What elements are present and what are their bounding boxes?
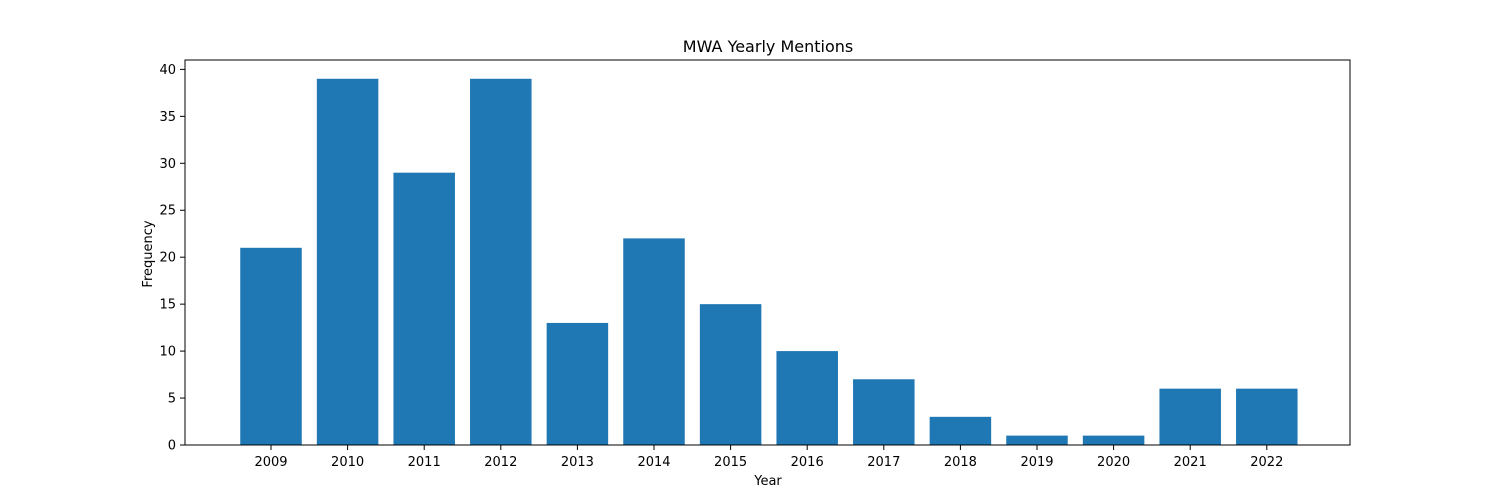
bar-2013 [546,322,609,445]
y-tick-label: 35 [159,110,176,125]
x-tick-label: 2009 [254,455,287,470]
bar-2022 [1236,388,1298,445]
x-tick-label: 2016 [791,455,824,470]
bar-2011 [393,172,455,445]
y-tick-label: 15 [159,298,176,313]
x-tick-label: 2021 [1174,455,1207,470]
x-axis-ticks: 2009 2010 2011 2012 2013 2014 2015 2016 2017 2018… [254,445,1283,470]
bar-2017 [853,379,915,445]
bar-2015 [699,304,762,445]
y-tick-label: 0 [168,439,176,454]
y-tick-label: 30 [159,157,176,172]
bar-2009 [240,247,302,445]
y-tick-label: 20 [159,251,176,266]
x-tick-label: 2010 [331,455,364,470]
bar-2012 [470,78,532,445]
chart-title: MWA Yearly Mentions [683,37,853,56]
bar-2010 [316,78,379,445]
x-tick-label: 2015 [714,455,747,470]
y-tick-label: 25 [159,204,176,219]
bar-2018 [929,416,992,445]
x-tick-label: 2019 [1020,455,1053,470]
x-tick-label: 2020 [1097,455,1130,470]
bars-group [240,78,1298,445]
y-tick-label: 10 [159,345,176,360]
x-tick-label: 2022 [1250,455,1283,470]
x-tick-label: 2011 [408,455,441,470]
bar-2021 [1159,388,1221,445]
x-axis-label: Year [753,474,782,489]
bar-2014 [623,238,685,445]
y-axis-ticks: 0 5 10 15 20 25 30 35 40 [159,63,185,454]
y-axis-label: Frequency [141,220,156,287]
plot-frame [184,59,1351,446]
x-tick-label: 2012 [484,455,517,470]
bar-2020 [1082,435,1145,445]
x-tick-label: 2017 [867,455,900,470]
x-tick-label: 2013 [561,455,594,470]
x-tick-label: 2014 [637,455,670,470]
y-tick-label: 5 [168,392,176,407]
bar-2019 [1006,435,1068,445]
bar-2016 [776,351,838,445]
x-tick-label: 2018 [944,455,977,470]
y-tick-label: 40 [159,63,176,78]
